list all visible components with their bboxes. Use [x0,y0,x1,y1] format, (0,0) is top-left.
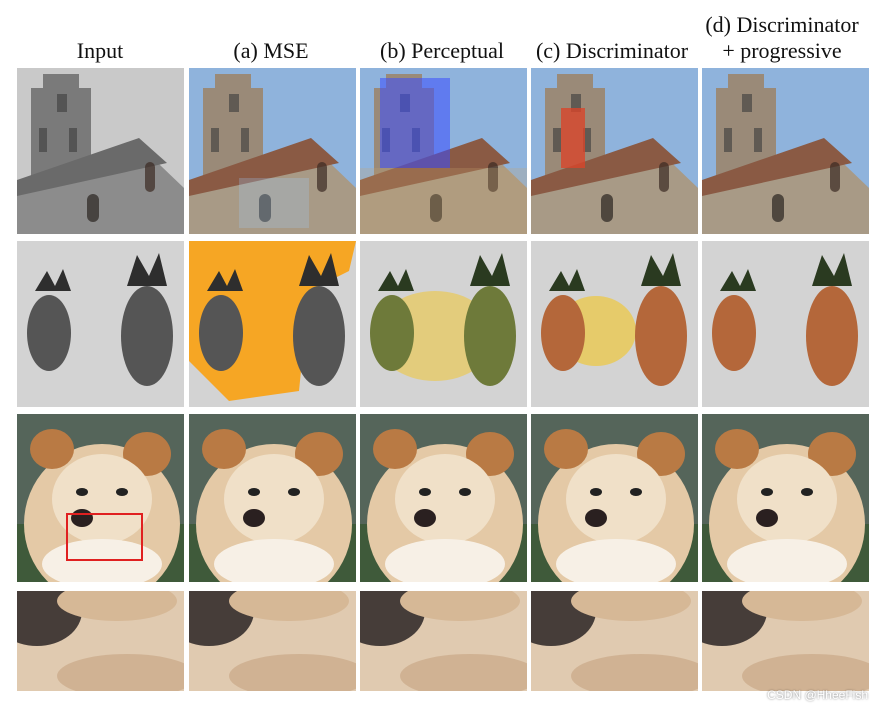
panel-dog-crop-col-3 [531,591,698,691]
panel-pineapples-col-3 [531,241,698,407]
panel-dog-crop-col-2 [360,591,527,691]
panel-dog-crop-col-0 [17,591,184,691]
panel-pineapples-col-0 [17,241,184,407]
column-header-discriminator-progressive: (d) Discriminator + progressive [705,12,859,63]
panel-dog-crop-col-4 [702,591,869,691]
column-header-input: Input [76,38,124,63]
column-header-mse: (a) MSE [233,38,309,63]
watermark: CSDN @HheeFish [767,688,868,702]
column-header-perceptual: (b) Perceptual [380,38,504,63]
panel-pineapples-col-1 [189,241,356,407]
panel-church-col-0 [17,68,184,234]
panel-church-col-4 [702,68,869,234]
panel-dog-crop-col-1 [189,591,356,691]
panel-dog-col-4 [702,414,869,582]
panel-church-col-3 [531,68,698,234]
panel-dog-col-0 [17,414,184,582]
panel-pineapples-col-2 [360,241,527,407]
panel-pineapples-col-4 [702,241,869,407]
panel-dog-col-2 [360,414,527,582]
panel-church-col-1 [189,68,356,234]
column-header-discriminator: (c) Discriminator [535,38,689,63]
panel-dog-col-3 [531,414,698,582]
panel-dog-col-1 [189,414,356,582]
panel-church-col-2 [360,68,527,234]
